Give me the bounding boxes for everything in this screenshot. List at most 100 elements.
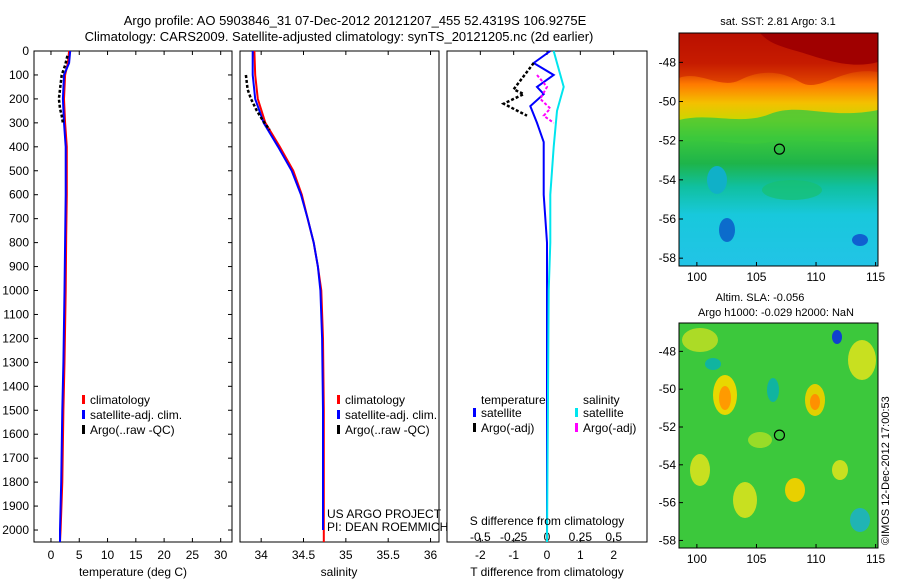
- sst-eddy-c: [852, 234, 868, 246]
- x-tick-label: 0: [48, 548, 55, 562]
- sla-float-marker: [773, 429, 786, 441]
- sst-float-marker: [773, 143, 786, 155]
- map-y-tick-label: -56: [659, 496, 677, 510]
- series-line-salinity-argo-adj-: [536, 74, 555, 124]
- x-tick-label: 35: [339, 548, 353, 562]
- legend-s-satellite-swatch: [575, 408, 578, 417]
- x-tick-label: 20: [157, 548, 171, 562]
- x-tick-label: 25: [186, 548, 200, 562]
- legend-s-argo-label: Argo(-adj): [583, 421, 636, 435]
- sst-map-panel: sat. SST: 2.81 Argo: 3.1 100 105 110 115 -48…: [659, 16, 886, 284]
- map-x-tick-label: 110: [806, 552, 825, 566]
- map-x-tick-label: 105: [746, 270, 766, 284]
- legend-satellite-clim-swatch: [337, 410, 340, 419]
- pi-annotation: PI: DEAN ROEMMICH: [327, 520, 448, 534]
- sla-map-frame: [678, 322, 879, 549]
- legend-t-argo-swatch: [473, 423, 476, 432]
- x-tick-label: 10: [101, 548, 115, 562]
- s-tick-label: 0.5: [605, 530, 622, 544]
- depth-tick-label: 1600: [2, 427, 29, 441]
- legend-argo-swatch: [337, 425, 340, 434]
- legend-satellite-clim-label: satellite-adj. clim.: [90, 408, 182, 422]
- legend-t-satellite-label: satellite: [481, 406, 522, 420]
- legend-t-argo-label: Argo(-adj): [481, 421, 534, 435]
- depth-tick-label: 1300: [2, 355, 29, 369]
- s-tick-label: 0.25: [569, 530, 593, 544]
- x-tick-label: 34.5: [292, 548, 316, 562]
- map-y-tick-label: -54: [659, 173, 677, 187]
- figure-title-line1: Argo profile: AO 5903846_31 07-Dec-2012 …: [124, 13, 587, 28]
- temperature-x-label: temperature (deg C): [79, 565, 187, 579]
- s-tick-label: -0.25: [500, 530, 528, 544]
- x-tick-label: 15: [129, 548, 143, 562]
- sla-field: [679, 323, 878, 548]
- depth-tick-label: 1500: [2, 403, 29, 417]
- map-y-tick-label: -52: [659, 134, 677, 148]
- sla-low-a: [832, 330, 842, 344]
- x-tick-label: 34: [254, 548, 268, 562]
- timestamp-stamp: ©IMOS 12-Dec-2012 17:00:53: [880, 396, 892, 545]
- depth-tick-label: 500: [9, 164, 29, 178]
- depth-tick-label: 1400: [2, 379, 29, 393]
- map-x-tick-label: 100: [687, 552, 707, 566]
- sla-ridge: [748, 432, 772, 448]
- sst-map-ticks: 100 105 110 115 -48 -50 -52 -54 -56 -58: [659, 55, 886, 284]
- x-tick-label: 36: [424, 548, 438, 562]
- x-tick-label: 1: [577, 548, 584, 562]
- salinity-legend: climatology satellite-adj. clim. Argo(..…: [337, 393, 437, 437]
- legend-s-satellite-label: satellite: [583, 406, 624, 420]
- sst-eddy-b: [719, 218, 735, 242]
- x-tick-label: 0: [544, 548, 551, 562]
- map-x-tick-label: 105: [746, 552, 766, 566]
- map-y-tick-label: -52: [659, 420, 677, 434]
- sla-map-subtitle: Argo h1000: -0.029 h2000: NaN: [698, 307, 854, 319]
- sla-peak-c: [810, 394, 820, 410]
- sst-patch: [762, 180, 822, 200]
- temperature-panel: 0100200300400500600700800900100011001200…: [2, 44, 647, 579]
- series-line-climatology: [59, 50, 71, 543]
- map-x-tick-label: 115: [866, 270, 885, 284]
- salinity-panel: 34 34.5 35 35.5 36 salinity climatology sate…: [239, 50, 448, 579]
- legend-climatology-label: climatology: [345, 393, 405, 407]
- legend-argo-label: Argo(..raw -QC): [345, 423, 430, 437]
- legend-climatology-label: climatology: [90, 393, 150, 407]
- sla-high-a: [682, 328, 718, 352]
- series-line-temperature-satellite: [529, 50, 556, 542]
- legend-t-satellite-swatch: [473, 408, 476, 417]
- map-y-tick-label: -56: [659, 212, 677, 226]
- sla-low-c: [767, 378, 779, 402]
- legend-argo-swatch: [82, 425, 85, 434]
- depth-tick-label: 300: [9, 116, 29, 130]
- sla-high-d: [848, 340, 876, 380]
- temperature-x-ticks: 0 5 10 15 20 25 30: [48, 51, 228, 562]
- map-y-tick-label: -50: [659, 382, 677, 396]
- x-tick-label: -2: [475, 548, 486, 562]
- temperature-legend: climatology satellite-adj. clim. Argo(..…: [82, 393, 182, 437]
- sla-low-d: [850, 508, 870, 532]
- x-tick-label: 30: [214, 548, 228, 562]
- legend-temperature-heading: temperature: [481, 393, 546, 407]
- depth-tick-label: 1200: [2, 331, 29, 345]
- legend-s-argo-swatch: [575, 423, 578, 432]
- map-y-tick-label: -58: [659, 251, 677, 265]
- depth-tick-label: 100: [9, 68, 29, 82]
- difference-x-ticks: -2 -1 0 1 2-0.5 -0.25 0 0.25 0.5: [470, 51, 622, 562]
- legend-argo-label: Argo(..raw -QC): [90, 423, 175, 437]
- depth-tick-label: 0: [22, 44, 29, 58]
- x-tick-label: -1: [508, 548, 519, 562]
- sla-high-g: [785, 478, 805, 502]
- project-annotation: US ARGO PROJECT: [327, 507, 442, 521]
- figure-title-line2: Climatology: CARS2009. Satellite-adjuste…: [85, 29, 594, 44]
- depth-tick-label: 2000: [2, 523, 29, 537]
- series-line-temperature-argo-adj-: [500, 62, 535, 117]
- legend-climatology-swatch: [337, 395, 340, 404]
- sla-low-b: [705, 358, 721, 370]
- sla-map-panel: Altim. SLA: -0.056 Argo h1000: -0.029 h2…: [659, 292, 886, 566]
- salinity-x-ticks: 34 34.5 35 35.5 36: [254, 51, 438, 562]
- map-x-tick-label: 115: [866, 552, 885, 566]
- x-tick-label: 5: [76, 548, 83, 562]
- depth-tick-label: 200: [9, 92, 29, 106]
- salinity-plot-frame: [239, 50, 440, 543]
- difference-panel: -2 -1 0 1 2-0.5 -0.25 0 0.25 0.5 T difference fr…: [446, 50, 648, 579]
